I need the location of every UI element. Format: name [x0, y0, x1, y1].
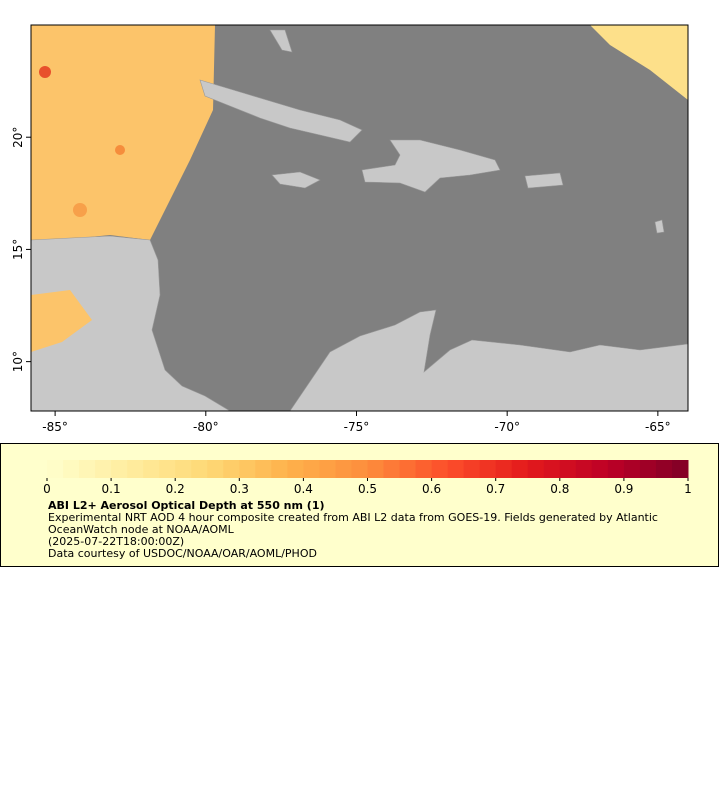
colorbar-step	[63, 460, 80, 478]
cuba	[199, 79, 363, 143]
colorbar-step	[607, 460, 625, 478]
aerosol-area	[31, 290, 92, 352]
x-tick-label: -65°	[645, 420, 671, 434]
colorbar-step	[623, 460, 641, 478]
aerosol-area	[590, 25, 688, 100]
colorbar-step	[671, 460, 689, 478]
colorbar-step	[319, 460, 336, 478]
colorbar-step	[95, 460, 112, 478]
island	[654, 219, 665, 234]
aerosol-spot	[73, 203, 87, 217]
y-tick-label: 15°	[11, 239, 25, 260]
hispaniola	[361, 139, 501, 193]
colorbar-step	[591, 460, 609, 478]
legend-description: Experimental NRT AOD 4 hour composite cr…	[48, 511, 658, 536]
colorbar-step	[511, 460, 529, 478]
y-tick-label: 20°	[11, 127, 25, 148]
colorbar-step	[143, 460, 160, 478]
legend-time: (2025-07-22T18:00:00Z)	[48, 535, 185, 548]
colorbar-step	[239, 460, 256, 478]
colorbar-step	[495, 460, 513, 478]
colorbar-step	[191, 460, 208, 478]
colorbar-tick-label: 0	[43, 482, 51, 496]
colorbar-tick-label: 0.8	[550, 482, 569, 496]
colorbar-step	[399, 460, 417, 478]
x-tick-label: -85°	[42, 420, 68, 434]
south-america	[289, 309, 689, 412]
colorbar-step	[367, 460, 385, 478]
colorbar-tick-label: 0.7	[486, 482, 505, 496]
puerto-rico	[524, 172, 564, 189]
colorbar-step	[111, 460, 128, 478]
legend-text: ABI L2+ Aerosol Optical Depth at 550 nm …	[48, 500, 688, 560]
aerosol-spot	[115, 145, 125, 155]
map-frame	[30, 24, 689, 412]
colorbar-step	[655, 460, 673, 478]
x-tick-label: -70°	[494, 420, 520, 434]
legend-credit: Data courtesy of USDOC/NOAA/OAR/AOML/PHO…	[48, 547, 317, 560]
colorbar-tick-label: 0.9	[614, 482, 633, 496]
colorbar-step	[175, 460, 192, 478]
colorbar-step	[383, 460, 401, 478]
colorbar-tick-label: 0.3	[230, 482, 249, 496]
colorbar-step	[447, 460, 465, 478]
colorbar-step	[223, 460, 240, 478]
y-tick-label: 10°	[11, 351, 25, 372]
colorbar-step	[527, 460, 545, 478]
colorbar-step	[255, 460, 272, 478]
island	[269, 29, 293, 53]
colorbar-step	[431, 460, 449, 478]
colorbar-tick-label: 1	[684, 482, 692, 496]
colorbar-step	[159, 460, 176, 478]
colorbar-tick-label: 0.2	[166, 482, 185, 496]
legend-title: ABI L2+ Aerosol Optical Depth at 550 nm …	[48, 499, 325, 512]
aerosol-spot	[39, 66, 51, 78]
x-tick-label: -75°	[344, 420, 370, 434]
colorbar-step	[479, 460, 497, 478]
colorbar-step	[127, 460, 144, 478]
colorbar-step	[335, 460, 352, 478]
colorbar-step	[271, 460, 288, 478]
colorbar-step	[207, 460, 224, 478]
colorbar-step	[463, 460, 481, 478]
x-tick-label: -80°	[193, 420, 219, 434]
colorbar-step	[79, 460, 96, 478]
colorbar-step	[287, 460, 304, 478]
colorbar-tick-label: 0.5	[358, 482, 377, 496]
axes: -85° -80° -75° -70° -65° 10° 15° 20° 0 0.1 0.2 0.3 0…	[11, 127, 692, 496]
jamaica	[271, 171, 321, 189]
colorbar-tick-label: 0.4	[294, 482, 313, 496]
colorbar-tick-label: 0.6	[422, 482, 441, 496]
colorbar-step	[543, 460, 561, 478]
colorbar-step	[351, 460, 368, 478]
colorbar-tick-label: 0.1	[102, 482, 121, 496]
colorbar-step	[415, 460, 433, 478]
colorbar-step	[47, 460, 64, 478]
colorbar-step	[303, 460, 320, 478]
colorbar-step	[559, 460, 577, 478]
aerosol-area	[31, 25, 215, 250]
colorbar-step	[639, 460, 657, 478]
colorbar-step	[575, 460, 593, 478]
